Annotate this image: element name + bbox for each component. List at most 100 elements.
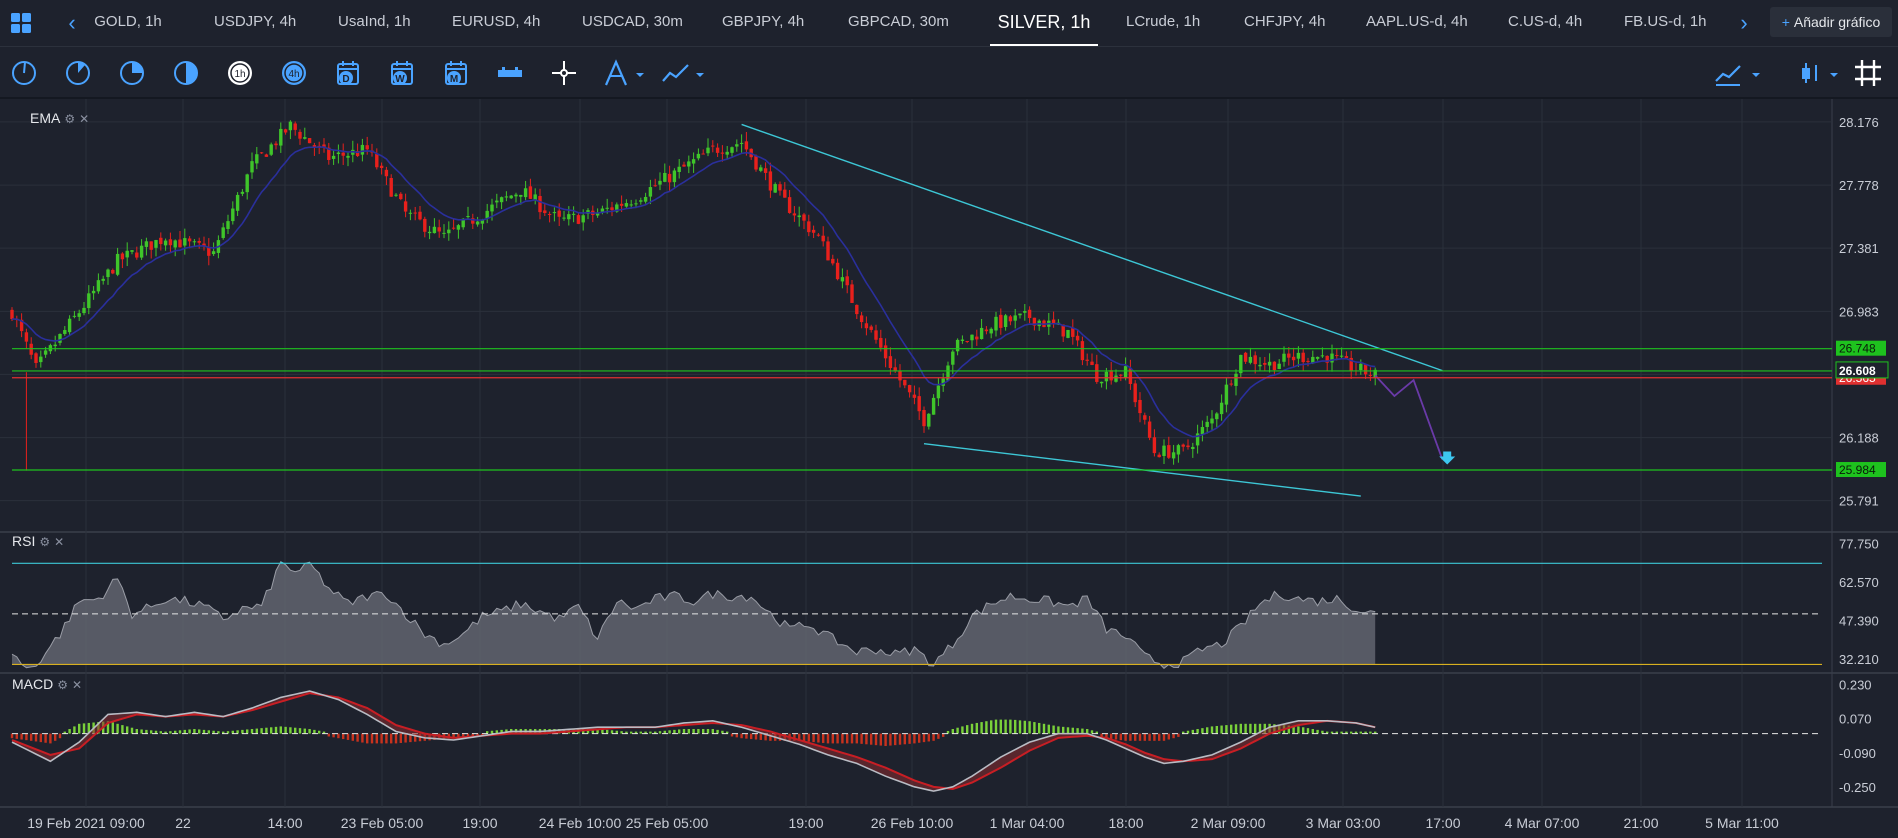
macd-tick-label: 0.070 (1839, 712, 1872, 727)
candle-body (72, 315, 77, 317)
timeframe-1-icon[interactable] (8, 57, 40, 89)
indicator-icon[interactable] (660, 57, 708, 89)
macd-tick-label: 0.230 (1839, 678, 1872, 693)
macd-histogram-bar (231, 730, 234, 734)
tab-usdjpy-4h[interactable]: USDJPY, 4h (214, 13, 297, 30)
crosshair-icon[interactable] (548, 57, 580, 89)
candle-body (106, 269, 110, 278)
macd-histogram-bar (20, 733, 23, 740)
chart-canvas[interactable]: 28.17627.77827.38126.98326.58626.18825.7… (0, 99, 1898, 838)
tab-c-us-d-4h[interactable]: C.US-d, 4h (1508, 13, 1583, 30)
macd-histogram-bar (308, 729, 311, 734)
macd-histogram-bar (658, 731, 662, 734)
macd-histogram-bar (908, 733, 911, 744)
timeframe-4h-icon[interactable]: 4h (278, 57, 310, 89)
macd-histogram-bar (1196, 729, 1199, 734)
candle-body (1359, 363, 1363, 371)
gear-icon[interactable]: ⚙ (57, 678, 68, 692)
draw-tool-icon[interactable] (600, 57, 648, 89)
candle-body (1363, 364, 1368, 375)
tab-silver-1h[interactable]: SILVER, 1h (990, 0, 1098, 46)
macd-histogram-bar (169, 731, 172, 734)
macd-histogram-bar (10, 733, 14, 739)
close-icon[interactable]: ✕ (72, 678, 83, 692)
timeframe-2-icon[interactable] (62, 57, 94, 89)
macd-histogram-bar (159, 731, 162, 734)
candle-body (523, 188, 528, 198)
candle-body (989, 328, 993, 334)
candle-body (235, 194, 240, 211)
macd-histogram-bar (649, 731, 652, 734)
macd-histogram-bar (850, 733, 854, 744)
macd-histogram-bar (999, 719, 1002, 734)
macd-histogram-bar (1090, 730, 1094, 734)
macd-histogram-bar (673, 729, 676, 734)
timeframe-3-icon[interactable] (116, 57, 148, 89)
candle-body (552, 212, 557, 214)
candle-body (1191, 446, 1195, 449)
price-tick-label: 27.778 (1839, 178, 1879, 193)
tab-gbpjpy-4h[interactable]: GBPJPY, 4h (722, 13, 805, 30)
candle-body (547, 213, 552, 215)
candle-body (240, 191, 245, 194)
candle-body (250, 161, 254, 173)
calendar-monthly-icon[interactable]: M (440, 57, 472, 89)
candle-body (1075, 335, 1080, 341)
macd-histogram-bar (702, 729, 705, 734)
candle-body (1176, 445, 1181, 455)
candle-body (739, 142, 744, 144)
candles-icon[interactable] (1796, 57, 1844, 89)
rsi-tick-label: 47.390 (1839, 613, 1879, 628)
macd-histogram-bar (980, 722, 983, 734)
candle-body (648, 187, 653, 197)
macd-histogram-bar (726, 731, 729, 734)
candle-body (1181, 444, 1185, 447)
tab-chfjpy-4h[interactable]: CHFJPY, 4h (1244, 13, 1326, 30)
tab-usaind-1h[interactable]: UsaInd, 1h (338, 13, 411, 30)
tab-gold-1h[interactable]: GOLD, 1h (94, 13, 162, 30)
macd-histogram-bar (154, 730, 158, 734)
macd-histogram-bar (236, 730, 239, 734)
tab-eurusd-4h[interactable]: EURUSD, 4h (452, 13, 541, 30)
macd-histogram-bar (452, 733, 455, 739)
candle-body (639, 200, 643, 202)
chart-area[interactable]: 28.17627.77827.38126.98326.58626.18825.7… (0, 99, 1898, 838)
macd-histogram-bar (390, 733, 393, 744)
measure-icon[interactable] (494, 57, 526, 89)
tab-lcrude-1h[interactable]: LCrude, 1h (1126, 13, 1201, 30)
candle-body (773, 184, 777, 193)
timeframe-1h-icon[interactable]: 1h (224, 57, 256, 89)
timeframe-4-icon[interactable] (170, 57, 202, 89)
candle-body (768, 171, 773, 191)
macd-histogram-bar (1225, 725, 1228, 734)
candle-body (279, 128, 283, 146)
chart-type-icon[interactable] (1714, 57, 1762, 89)
tab-aapl-us-d-4h[interactable]: AAPL.US-d, 4h (1366, 13, 1468, 30)
tab-gbpcad-30m[interactable]: GBPCAD, 30m (848, 13, 949, 30)
layout-grid-icon[interactable] (10, 12, 32, 34)
macd-histogram-bar (106, 721, 110, 734)
grid-icon[interactable] (1852, 57, 1884, 89)
macd-histogram-bar (750, 733, 753, 740)
macd-histogram-bar (332, 733, 335, 738)
rsi-tick-label: 77.750 (1839, 537, 1879, 552)
macd-histogram-bar (1162, 733, 1166, 741)
add-chart-button[interactable]: + Añadir gráfico (1770, 7, 1892, 37)
macd-histogram-bar (812, 733, 815, 743)
calendar-weekly-icon[interactable]: W (386, 57, 418, 89)
tab-usdcad-30m[interactable]: USDCAD, 30m (582, 13, 683, 30)
macd-histogram-bar (654, 731, 657, 734)
tabs-scroll-right-icon[interactable]: › (1740, 10, 1748, 35)
calendar-daily-icon[interactable]: D (332, 57, 364, 89)
close-icon[interactable]: ✕ (54, 535, 65, 549)
candle-body (605, 207, 609, 209)
tab-fb-us-d-1h[interactable]: FB.US-d, 1h (1624, 13, 1707, 30)
macd-histogram-bar (1076, 728, 1079, 734)
candle-body (1147, 421, 1152, 438)
gear-icon[interactable]: ⚙ (64, 112, 76, 126)
close-icon[interactable]: ✕ (79, 112, 90, 126)
candle-body (600, 208, 605, 212)
gear-icon[interactable]: ⚙ (39, 535, 51, 549)
tabs-scroll-left-icon[interactable]: ‹ (68, 10, 76, 35)
